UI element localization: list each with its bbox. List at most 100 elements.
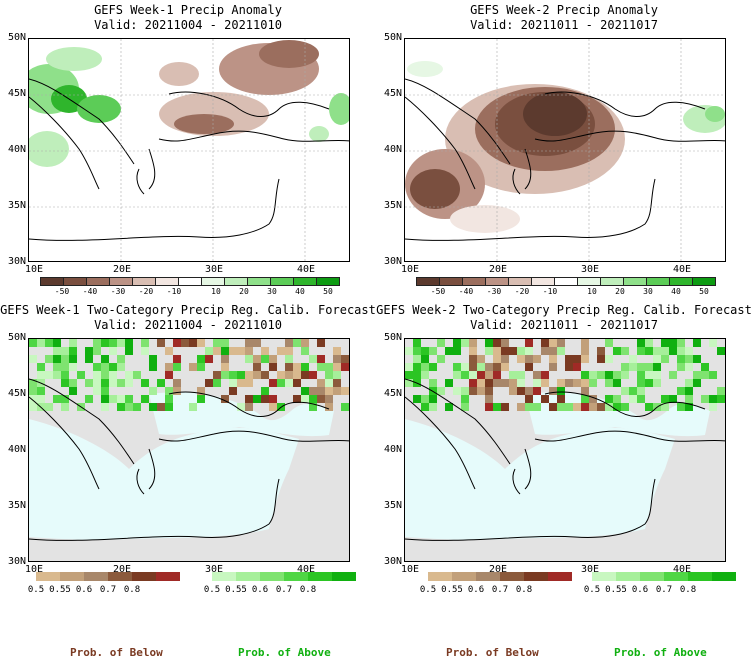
probability-cell [605,355,613,363]
probability-cell [325,363,333,371]
probability-cell [541,347,549,355]
probability-cell [301,363,309,371]
probability-cell [437,339,445,347]
probability-cell [509,347,517,355]
above-tick: 0.8 [299,585,317,595]
colorbar-swatch [669,277,693,286]
panel-title: GEFS Week-2 Precip Anomaly [470,3,658,17]
probability-cell [173,379,181,387]
colorbar-tick: -40 [458,287,474,296]
probability-cell [125,339,133,347]
probability-cell [677,347,685,355]
probability-cell [493,363,501,371]
colorbar-tick: -30 [110,287,126,296]
probability-cell [101,403,109,411]
probability-cell [717,387,725,395]
probability-cell [173,339,181,347]
probability-cell [477,379,485,387]
probability-cell [669,371,677,379]
above-swatch [616,572,640,581]
colorbar-tick: -30 [486,287,502,296]
lon-label-20e: 20E [112,564,132,575]
probability-cell [709,403,717,411]
probability-cell [309,387,317,395]
probability-cell [509,379,517,387]
probability-cell [229,371,237,379]
probability-cell [261,395,269,403]
probability-cell [285,355,293,363]
probability-cell [101,339,109,347]
below-swatch [476,572,500,581]
probability-cell [685,403,693,411]
probability-cell [557,387,565,395]
dry-anomaly-shading [159,40,319,136]
lon-label-40e: 40E [296,564,316,575]
colorbar-swatch [178,277,202,286]
probability-cell [173,355,181,363]
below-tick: 0.55 [49,585,71,595]
probability-cell [333,371,341,379]
probability-cell [245,379,253,387]
probability-cell [237,403,245,411]
probability-cell [69,379,77,387]
probability-cell [629,395,637,403]
coastlines [405,78,725,241]
lat-label-35n: 35N [383,200,402,211]
probability-cell [685,355,693,363]
probability-cell [589,403,597,411]
probability-cell [501,347,509,355]
probability-cell [709,339,717,347]
probability-cell [605,339,613,347]
probability-cell [165,403,173,411]
probability-cell [157,379,165,387]
probability-cell [245,339,253,347]
below-probability-colorbar [36,572,180,581]
probability-cell [565,403,573,411]
probability-cell [37,395,45,403]
probability-cell [621,403,629,411]
probability-cell [573,363,581,371]
below-tick: 0.6 [75,585,93,595]
probability-cell [269,379,277,387]
probability-cell [101,379,109,387]
probability-cell [637,387,645,395]
probability-cell [309,395,317,403]
probability-cell [165,371,173,379]
probability-cell [629,355,637,363]
lat-label-50n: 50N [383,332,402,343]
probability-cell [101,395,109,403]
probability-cell [141,379,149,387]
probability-cell [269,363,277,371]
probability-cell [501,379,509,387]
coastlines [405,378,725,541]
above-tick: 0.5 [203,585,221,595]
probability-cell [493,371,501,379]
probability-cell [69,347,77,355]
probability-cell [461,403,469,411]
probability-cell [405,371,413,379]
footer-prob-above-label: Prob. of Above [614,646,707,659]
probability-cell [101,371,109,379]
probability-cell [317,387,325,395]
probability-cell [549,403,557,411]
probability-cell [629,363,637,371]
probability-cell [461,395,469,403]
probability-cell [45,339,53,347]
colorbar-tick: -10 [542,287,558,296]
probability-cell [669,395,677,403]
panel-week1-probability: GEFS Week-1 Two-Category Precip Reg. Cal… [0,300,376,600]
lat-label-45n: 45N [383,88,402,99]
lat-label-35n: 35N [7,500,26,511]
probability-cell [149,355,157,363]
probability-cell [637,379,645,387]
probability-cell [69,339,77,347]
probability-cell [549,355,557,363]
sea-area [405,419,675,540]
probability-cell [581,387,589,395]
probability-cell [589,379,597,387]
above-tick: 0.55 [225,585,247,595]
below-tick: 0.8 [123,585,141,595]
colorbar-swatch [462,277,486,286]
above-probability-colorbar [212,572,356,581]
probability-cell [221,395,229,403]
